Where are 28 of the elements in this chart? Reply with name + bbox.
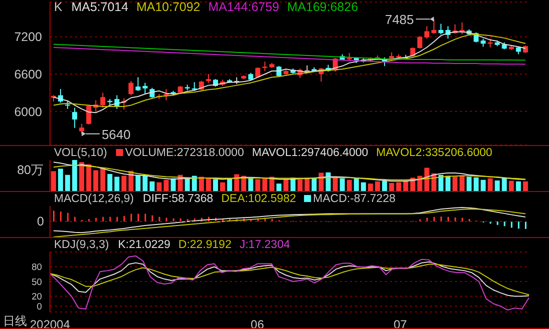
y-tick-label: 80: [32, 262, 42, 272]
chart-title: K: [54, 0, 62, 14]
y-tick-label: 7200: [14, 30, 42, 44]
annotation: 7485: [384, 12, 414, 28]
chart-title: KDJ(9,3,3): [54, 239, 109, 251]
y-tick-label: 50: [32, 276, 42, 287]
y-tick-label: 0: [36, 301, 42, 312]
chart-title: VOL(5,10): [54, 147, 108, 159]
text: MA144:6759: [208, 0, 280, 14]
text: MA10:7092: [136, 0, 200, 14]
series-label: DIFF:58.7368: [142, 193, 214, 205]
series-label: D:22.9192: [178, 239, 232, 251]
text: MA5:7014: [71, 0, 128, 14]
annotation: 5640: [102, 126, 131, 142]
series-label: DEA:102.5982: [221, 193, 296, 205]
legend-label: VOLUME:272318.0000: [124, 147, 244, 159]
series-label: J:17.2304: [239, 239, 290, 251]
y-tick-label: 6600: [14, 67, 42, 82]
text: 日线: [3, 313, 27, 329]
series-label: MAVOL2:335206.6000: [376, 147, 492, 159]
y-tick-label: 20: [32, 292, 42, 302]
y-tick-label: 6000: [14, 104, 42, 119]
chart-title: MACD(12,26,9): [54, 193, 134, 205]
legend-label: MACD:-87.7228: [312, 193, 396, 205]
text: MA169:6826: [287, 0, 358, 14]
series-label: K:21.0229: [118, 239, 170, 251]
text: 80万: [16, 162, 44, 179]
series-label: MAVOL1:297406.4000: [252, 147, 368, 159]
